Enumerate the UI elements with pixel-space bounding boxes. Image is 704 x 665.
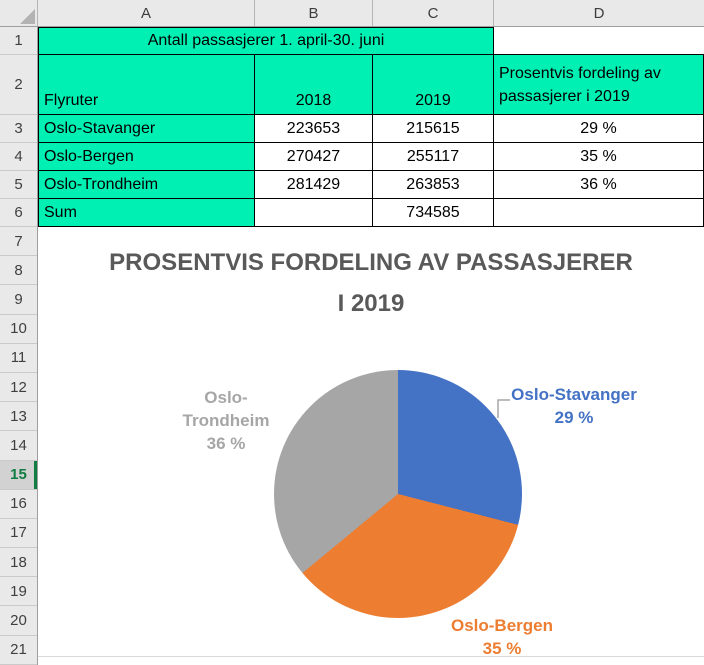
- cell-A1-title[interactable]: Antall passasjerer 1. april-30. juni: [38, 27, 494, 55]
- cell-A6[interactable]: Sum: [38, 199, 255, 227]
- cell-A4[interactable]: Oslo-Bergen: [38, 143, 255, 171]
- pie-label-stavanger-name: Oslo-Stavanger: [511, 385, 637, 404]
- row-header-bar: 1 2 3 4 5 6 7 8 9 10 11 12 13 14 15 16 17 18 19 20 21: [0, 27, 38, 665]
- pie-label-stavanger-pct: 29 %: [554, 408, 594, 427]
- column-header-b[interactable]: B: [255, 0, 373, 26]
- row-header-20[interactable]: 20: [0, 606, 37, 636]
- pie-label-trondheim-pct: 36 %: [206, 434, 246, 453]
- column-header-bar: A B C D: [0, 0, 704, 27]
- row-header-4[interactable]: 4: [0, 143, 37, 171]
- chart-title-line2: I 2019: [337, 290, 405, 317]
- cell-A3[interactable]: Oslo-Stavanger: [38, 115, 255, 143]
- cell-C2[interactable]: 2019: [373, 55, 494, 115]
- cell-C3[interactable]: 215615: [373, 115, 494, 143]
- row-header-2[interactable]: 2: [0, 55, 37, 115]
- cell-A2[interactable]: Flyruter: [38, 55, 255, 115]
- row-header-8[interactable]: 8: [0, 256, 37, 286]
- row-header-15[interactable]: 15: [0, 460, 37, 490]
- cell-D6[interactable]: [494, 199, 704, 227]
- row-header-9[interactable]: 9: [0, 285, 37, 315]
- chart-title[interactable]: PROSENTVIS FORDELING AV PASSASJERER I 20…: [38, 242, 704, 324]
- row-header-14[interactable]: 14: [0, 431, 37, 461]
- cell-C6[interactable]: 734585: [373, 199, 494, 227]
- cell-C5[interactable]: 263853: [373, 171, 494, 199]
- row-header-16[interactable]: 16: [0, 490, 37, 519]
- pie-chart-object[interactable]: PROSENTVIS FORDELING AV PASSASJERER I 20…: [38, 228, 704, 660]
- pie-label-trondheim[interactable]: Oslo-Trondheim 36 %: [166, 386, 286, 455]
- cell-B2[interactable]: 2018: [255, 55, 373, 115]
- row-header-12[interactable]: 12: [0, 373, 37, 403]
- cell-D2[interactable]: Prosentvis fordeling av passasjerer i 20…: [494, 55, 704, 115]
- cell-B3[interactable]: 223653: [255, 115, 373, 143]
- cell-D5[interactable]: 36 %: [494, 171, 704, 199]
- pie-label-stavanger[interactable]: Oslo-Stavanger 29 %: [494, 383, 654, 429]
- row-header-19[interactable]: 19: [0, 577, 37, 607]
- pie-label-bergen-pct: 35 %: [482, 639, 522, 658]
- row-header-7[interactable]: 7: [0, 227, 37, 257]
- row-header-3[interactable]: 3: [0, 115, 37, 143]
- column-header-d[interactable]: D: [593, 4, 605, 22]
- pie-label-trondheim-name: Oslo-Trondheim: [182, 388, 270, 430]
- row-header-10[interactable]: 10: [0, 315, 37, 344]
- chart-title-line1: PROSENTVIS FORDELING AV PASSASJERER: [109, 249, 633, 276]
- cell-C4[interactable]: 255117: [373, 143, 494, 171]
- pie-label-bergen[interactable]: Oslo-Bergen 35 %: [422, 614, 582, 660]
- cell-D4[interactable]: 35 %: [494, 143, 704, 171]
- column-header-a[interactable]: A: [38, 0, 255, 26]
- select-all-button[interactable]: [0, 0, 38, 26]
- column-header-c[interactable]: C: [373, 0, 494, 26]
- row-header-21[interactable]: 21: [0, 636, 37, 665]
- cell-D1[interactable]: [494, 27, 704, 55]
- row-header-1[interactable]: 1: [0, 27, 37, 55]
- row-header-11[interactable]: 11: [0, 344, 37, 373]
- cell-B5[interactable]: 281429: [255, 171, 373, 199]
- pie-chart[interactable]: [274, 370, 522, 618]
- row-header-18[interactable]: 18: [0, 548, 37, 578]
- cell-D3[interactable]: 29 %: [494, 115, 704, 143]
- row-header-6[interactable]: 6: [0, 199, 37, 227]
- cell-B6[interactable]: [255, 199, 373, 227]
- cell-A5[interactable]: Oslo-Trondheim: [38, 171, 255, 199]
- row-header-17[interactable]: 17: [0, 519, 37, 549]
- row-header-5[interactable]: 5: [0, 171, 37, 199]
- select-all-triangle-icon: [20, 9, 35, 24]
- cell-B4[interactable]: 270427: [255, 143, 373, 171]
- data-table: Antall passasjerer 1. april-30. juni Fly…: [38, 27, 704, 227]
- pie-label-bergen-name: Oslo-Bergen: [450, 616, 554, 635]
- row-header-13[interactable]: 13: [0, 402, 37, 432]
